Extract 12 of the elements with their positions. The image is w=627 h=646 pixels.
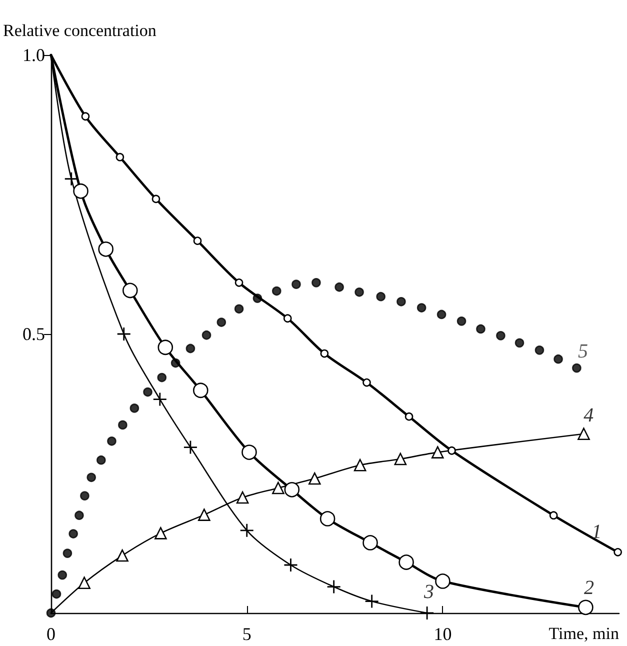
y-axis-title: Relative concentration — [3, 21, 157, 40]
y-tick-label: 1.0 — [22, 45, 45, 65]
series-label: 1 — [592, 521, 602, 544]
x-tick-label: 5 — [242, 624, 252, 644]
series-label: 2 — [584, 576, 594, 599]
x-axis-title: Time, min — [548, 624, 620, 643]
series-label: 5 — [578, 340, 588, 362]
x-tick-label: 10 — [434, 624, 452, 644]
x-tick-label: 0 — [46, 624, 56, 644]
y-tick-label: 0.5 — [22, 324, 45, 344]
series-label: 3 — [423, 581, 434, 603]
series-label: 4 — [584, 404, 594, 427]
